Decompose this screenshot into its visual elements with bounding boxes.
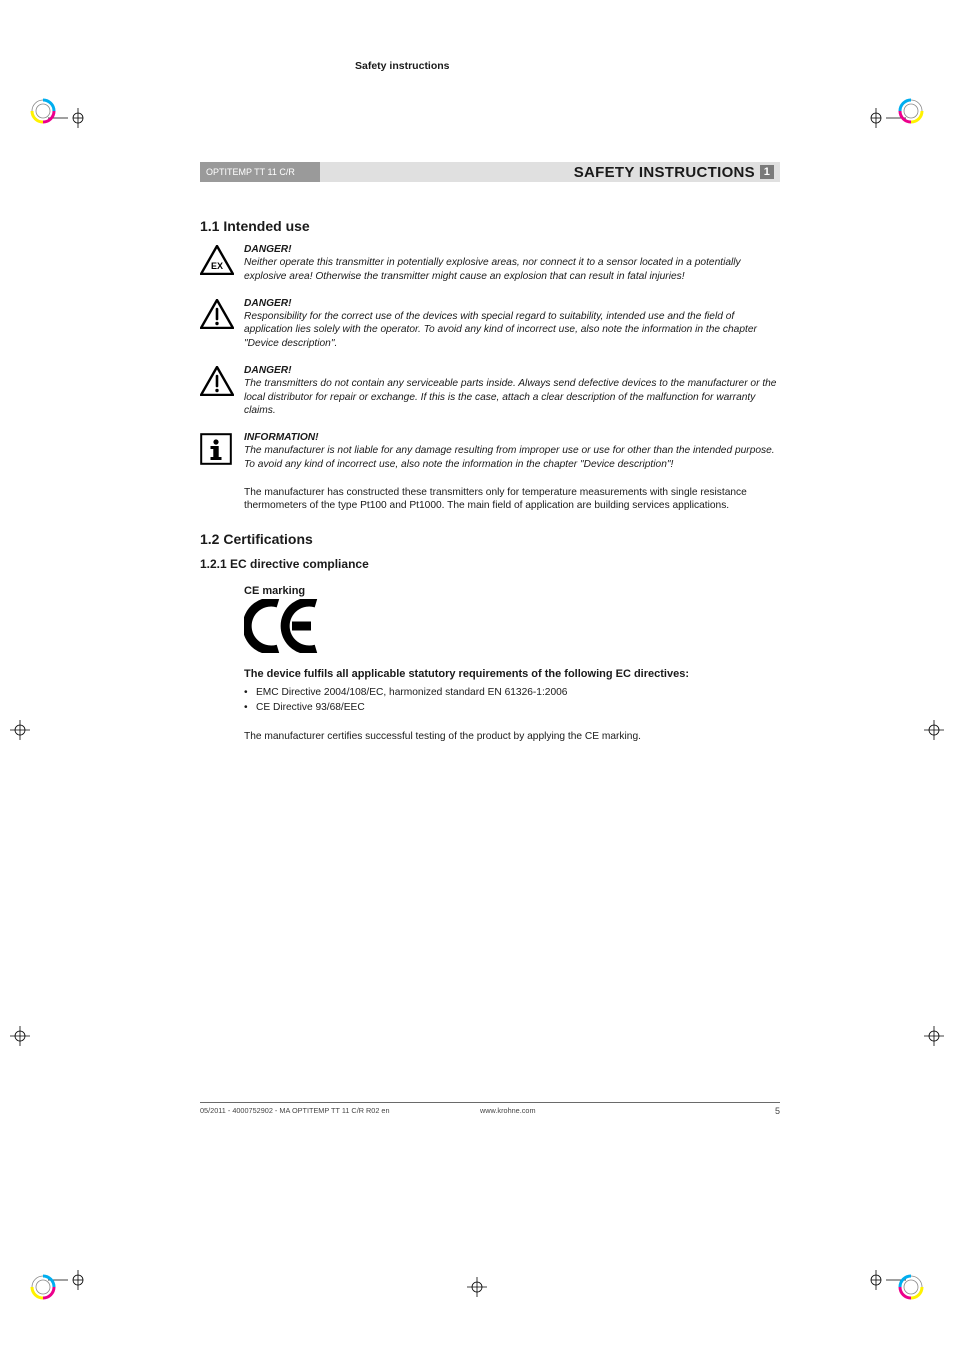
product-code: OPTITEMP TT 11 C/R — [200, 162, 320, 182]
notice-text: Neither operate this transmitter in pote… — [244, 256, 780, 284]
ce-closing-text: The manufacturer certifies successful te… — [244, 730, 780, 744]
chapter-title-bar: OPTITEMP TT 11 C/R SAFETY INSTRUCTIONS 1 — [200, 162, 780, 182]
color-target-bottom-right — [898, 1274, 924, 1300]
page-footer: 05/2011 - 4000752902 - MA OPTITEMP TT 11… — [200, 1102, 780, 1116]
notice-text: The transmitters do not contain any serv… — [244, 377, 780, 418]
crop-mark-bottom-center — [457, 1277, 497, 1302]
danger-notice-ex: EX DANGER! Neither operate this transmit… — [200, 244, 780, 284]
notice-text: The manufacturer is not liable for any d… — [244, 444, 780, 472]
chapter-title-text: SAFETY INSTRUCTIONS — [574, 164, 755, 181]
ec-directives-list: EMC Directive 2004/108/EC, harmonized st… — [244, 686, 780, 716]
chapter-number-badge: 1 — [760, 165, 774, 179]
danger-notice-3: DANGER! The transmitters do not contain … — [200, 365, 780, 418]
crop-mark-mid-left-2 — [0, 1026, 40, 1046]
crop-mark-mid-right-2 — [914, 1026, 954, 1046]
notice-head: DANGER! — [244, 244, 780, 255]
notice-head: INFORMATION! — [244, 432, 780, 443]
running-head: Safety instructions — [355, 60, 780, 72]
ex-warning-icon: EX — [200, 244, 234, 284]
chapter-title: SAFETY INSTRUCTIONS 1 — [320, 162, 780, 182]
page-content: Safety instructions OPTITEMP TT 11 C/R S… — [200, 60, 780, 762]
list-item: EMC Directive 2004/108/EC, harmonized st… — [244, 686, 780, 701]
color-target-bottom-left — [30, 1274, 56, 1300]
notice-head: DANGER! — [244, 365, 780, 376]
footer-page-number: 5 — [760, 1106, 780, 1116]
danger-notice-2: DANGER! Responsibility for the correct u… — [200, 298, 780, 351]
crop-mark-mid-right-1 — [914, 720, 954, 740]
svg-text:EX: EX — [211, 261, 223, 271]
footer-doc-id: 05/2011 - 4000752902 - MA OPTITEMP TT 11… — [200, 1106, 480, 1116]
crop-mark-mid-left-1 — [0, 720, 40, 740]
color-target-top-right — [898, 98, 924, 124]
section-1-2-heading: 1.2 Certifications — [200, 531, 780, 547]
notice-head: DANGER! — [244, 298, 780, 309]
color-target-top-left — [30, 98, 56, 124]
list-item: CE Directive 93/68/EEC — [244, 701, 780, 716]
section-1-2-1-heading: 1.2.1 EC directive compliance — [200, 557, 780, 571]
ce-mark-icon — [244, 599, 780, 658]
notice-text: Responsibility for the correct use of th… — [244, 310, 780, 351]
warning-triangle-icon — [200, 365, 234, 418]
information-notice: INFORMATION! The manufacturer is not lia… — [200, 432, 780, 472]
body-paragraph: The manufacturer has constructed these t… — [244, 486, 780, 514]
warning-triangle-icon — [200, 298, 234, 351]
footer-url: www.krohne.com — [480, 1106, 760, 1116]
info-icon — [200, 432, 234, 472]
section-1-1-heading: 1.1 Intended use — [200, 218, 780, 234]
ce-marking-label: CE marking — [244, 585, 780, 597]
ec-directives-intro: The device fulfils all applicable statut… — [244, 668, 780, 680]
